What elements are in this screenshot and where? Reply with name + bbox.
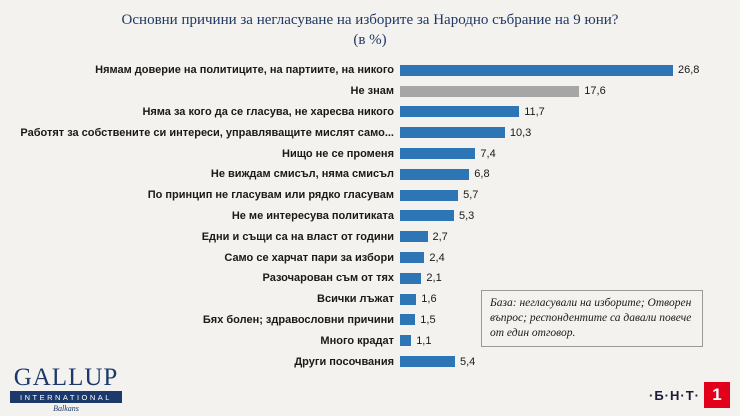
bnt-channel-1-badge: 1 [704, 382, 730, 408]
note-text: База: негласували на изборите; Отворен в… [490, 297, 692, 339]
bar [400, 335, 412, 347]
category-label: По принцип не гласувам или рядко гласува… [147, 189, 394, 202]
bnt-logo: ·Б·Н·Т· 1 [649, 382, 730, 408]
category-label: Много крадат [320, 334, 394, 347]
bar [400, 64, 673, 76]
category-label: Само се харчат пари за избори [224, 251, 394, 264]
category-label: Не знам [350, 85, 394, 98]
bar [400, 148, 476, 160]
bar [400, 314, 416, 326]
category-label: Нищо не се променя [282, 147, 394, 160]
chart-title: Основни причини за негласуване на избори… [0, 0, 740, 51]
value-label: 7,4 [480, 147, 496, 160]
chart-row: Всички лъжат 1,6 [8, 289, 732, 310]
note-box: База: негласували на изборите; Отворен в… [481, 290, 703, 347]
category-label: Всички лъжат [317, 293, 394, 306]
value-label: 2,1 [426, 272, 442, 285]
chart-row: Не ме интересува политиката 5,3 [8, 206, 732, 227]
value-label: 10,3 [509, 126, 532, 139]
value-label: 11,7 [524, 105, 545, 118]
bar [400, 252, 425, 264]
chart-row: Едни и същи са на власт от години 2,7 [8, 226, 732, 247]
bar [400, 85, 580, 97]
chart-row: По принцип не гласувам или рядко гласува… [8, 185, 732, 206]
chart-row: Много крадат 1,1 [8, 330, 732, 351]
chart-title-line1: Основни причини за негласуване на избори… [121, 12, 619, 28]
category-label: Разочарован съм от тях [262, 272, 394, 285]
value-label: 17,6 [584, 85, 606, 98]
category-label: Не виждам смисъл, няма смисъл [210, 168, 394, 181]
chart-row: Работят за собствените си интереси, упра… [8, 122, 732, 143]
bar-chart: Нямам доверие на политиците, на партиите… [8, 60, 732, 372]
value-label: 5,7 [463, 189, 479, 202]
chart-row: Разочарован съм от тях 2,1 [8, 268, 732, 289]
gallup-logo-balkans: Balkans [53, 404, 79, 413]
bar [400, 168, 470, 180]
chart-row: Нямам доверие на политиците, на партиите… [8, 60, 732, 81]
chart-row: Не виждам смисъл, няма смисъл 6,8 [8, 164, 732, 185]
gallup-logo-name: GALLUP [13, 364, 119, 391]
bar [400, 293, 417, 305]
bar [400, 127, 505, 139]
bar [400, 106, 520, 118]
category-label: Работят за собствените си интереси, упра… [20, 126, 394, 139]
bnt-logo-text: ·Б·Н·Т· [649, 387, 700, 403]
value-label: 26,8 [678, 64, 700, 77]
chart-row: Само се харчат пари за избори 2,4 [8, 247, 732, 268]
bar [400, 210, 454, 222]
category-label: Не ме интересува политиката [231, 209, 394, 222]
category-label: Други посочвания [294, 355, 394, 368]
gallup-logo-international: INTERNATIONAL [10, 391, 122, 403]
chart-title-line2: (в %) [353, 32, 387, 49]
category-label: Бях болен; здравословни причини [202, 313, 394, 326]
bar [400, 231, 428, 243]
chart-row: Бях болен; здравословни причини 1,5 [8, 310, 732, 331]
category-label: Нямам доверие на политиците, на партиите… [95, 64, 394, 77]
chart-row: Други посочвания 5,4 [8, 351, 732, 372]
value-label: 5,3 [459, 209, 475, 222]
category-label: Няма за кого да се гласува, не харесва н… [142, 105, 394, 118]
bar [400, 189, 459, 201]
value-label: 1,1 [416, 334, 432, 347]
gallup-logo: GALLUP INTERNATIONAL Balkans [10, 365, 122, 413]
chart-row: Нищо не се променя 7,4 [8, 143, 732, 164]
category-label: Едни и същи са на власт от години [201, 230, 394, 243]
bar [400, 272, 422, 284]
value-label: 5,4 [460, 355, 476, 368]
value-label: 1,5 [420, 313, 436, 326]
value-label: 6,8 [474, 168, 490, 181]
chart-row: Няма за кого да се гласува, не харесва н… [8, 102, 732, 123]
chart-row: Не знам 17,6 [8, 81, 732, 102]
value-label: 1,6 [421, 293, 437, 306]
value-label: 2,7 [432, 230, 448, 243]
value-label: 2,4 [429, 251, 445, 264]
bar [400, 356, 455, 368]
